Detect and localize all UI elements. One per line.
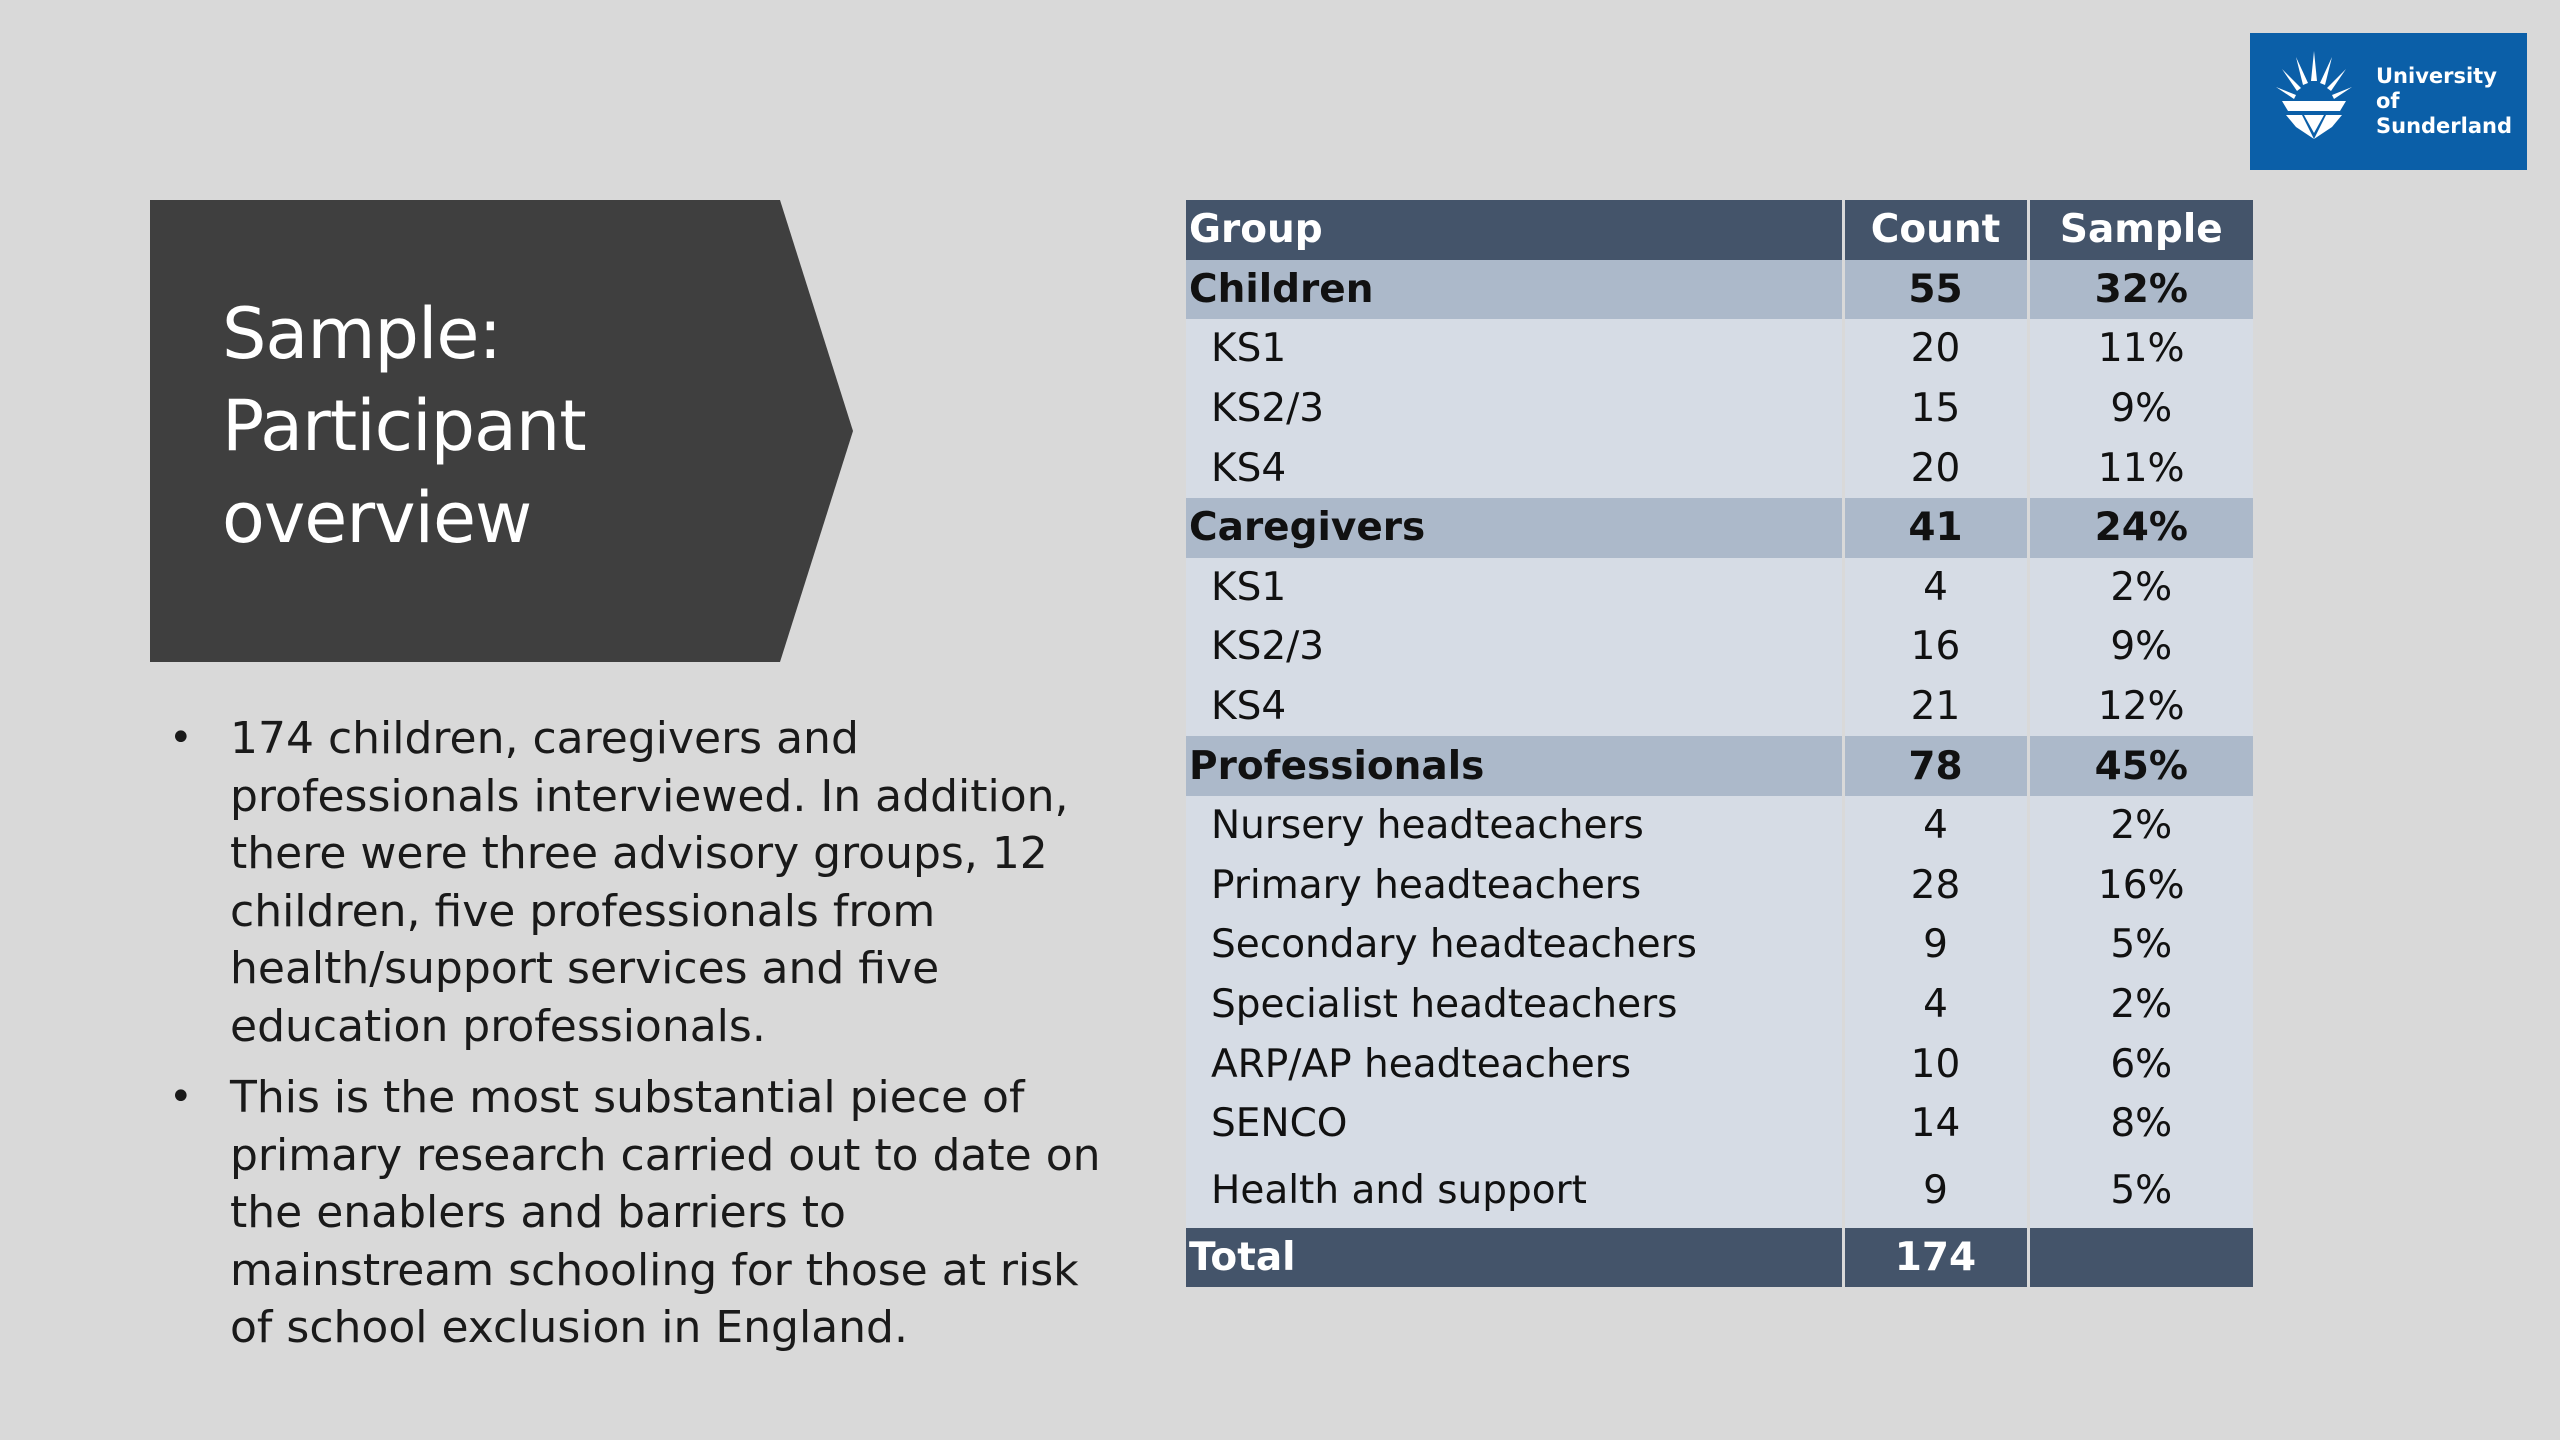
table-row: Caregivers 41 24% <box>1186 497 2253 558</box>
header-group: Group <box>1186 200 1843 260</box>
row-name: ARP/AP headteachers <box>1186 1034 1843 1094</box>
row-sample: 24% <box>2026 497 2253 558</box>
row-sample: 9% <box>2026 617 2253 677</box>
row-sample: 12% <box>2026 676 2253 737</box>
table-header-row: Group Count Sample <box>1186 200 2253 260</box>
row-count: 16 <box>1841 617 2028 677</box>
bullet-text: 174 children, caregivers and professiona… <box>230 713 1069 1052</box>
participant-table-wrapper: Group Count Sample Children 55 32% KS1 2… <box>1186 200 2253 1288</box>
row-count: 41 <box>1841 497 2028 558</box>
table-row: KS1 20 11% <box>1186 319 2253 379</box>
row-name: Caregivers <box>1186 497 1843 558</box>
row-sample: 2% <box>2026 974 2253 1035</box>
row-sample: 16% <box>2026 855 2253 916</box>
row-sample: 8% <box>2026 1093 2253 1154</box>
logo-line-1: University of <box>2376 64 2497 113</box>
row-count: 9 <box>1841 1153 2028 1228</box>
row-sample: 2% <box>2026 795 2253 856</box>
table-row: Secondary headteachers 9 5% <box>1186 915 2253 975</box>
table-row: KS2/3 15 9% <box>1186 378 2253 439</box>
row-name: Primary headteachers <box>1186 855 1843 916</box>
header-count: Count <box>1841 200 2028 260</box>
row-name: KS2/3 <box>1186 617 1843 677</box>
row-sample: 2% <box>2026 557 2253 618</box>
bullet-dot-icon: • <box>169 715 193 761</box>
row-sample: 6% <box>2026 1034 2253 1094</box>
table-row: Specialist headteachers 4 2% <box>1186 974 2253 1035</box>
slide-title: Sample: Participant overview <box>222 288 742 564</box>
table-row: KS4 21 12% <box>1186 676 2253 737</box>
row-count: 28 <box>1841 855 2028 916</box>
row-name: KS1 <box>1186 319 1843 379</box>
row-count: 78 <box>1841 736 2028 796</box>
row-count: 55 <box>1841 259 2028 320</box>
bullet-text: This is the most substantial piece of pr… <box>230 1072 1101 1353</box>
bullet-list: • 174 children, caregivers and professio… <box>165 710 1105 1371</box>
logo-wordmark: University of Sunderland <box>2376 64 2527 139</box>
row-count: 20 <box>1841 319 2028 379</box>
bullet-dot-icon: • <box>169 1074 193 1120</box>
row-name: Nursery headteachers <box>1186 795 1843 856</box>
row-count: 15 <box>1841 378 2028 439</box>
table-total-row: Total 174 <box>1186 1227 2253 1288</box>
row-sample: 5% <box>2026 915 2253 975</box>
row-count: 21 <box>1841 676 2028 737</box>
row-name: Children <box>1186 259 1843 320</box>
row-name: KS4 <box>1186 676 1843 737</box>
row-name: Professionals <box>1186 736 1843 796</box>
row-sample: 45% <box>2026 736 2253 796</box>
bullet-item: • 174 children, caregivers and professio… <box>165 710 1105 1055</box>
title-line-1: Sample: <box>222 293 502 375</box>
row-count: 14 <box>1841 1093 2028 1154</box>
university-logo: University of Sunderland <box>2250 33 2527 170</box>
title-chevron-shape <box>150 200 853 662</box>
row-name: Secondary headteachers <box>1186 915 1843 975</box>
row-sample: 32% <box>2026 259 2253 320</box>
row-count: 4 <box>1841 557 2028 618</box>
row-count: 20 <box>1841 438 2028 498</box>
row-sample: 11% <box>2026 438 2253 498</box>
logo-line-2: Sunderland <box>2376 114 2513 138</box>
title-line-3: overview <box>222 477 532 559</box>
row-count: 4 <box>1841 974 2028 1035</box>
row-count: 10 <box>1841 1034 2028 1094</box>
row-sample: 5% <box>2026 1153 2253 1228</box>
row-sample: 11% <box>2026 319 2253 379</box>
table-row: Health and support 9 5% <box>1186 1153 2253 1228</box>
row-count: 9 <box>1841 915 2028 975</box>
row-name: SENCO <box>1186 1093 1843 1154</box>
row-sample: 9% <box>2026 378 2253 439</box>
row-name: KS4 <box>1186 438 1843 498</box>
table-row: ARP/AP headteachers 10 6% <box>1186 1034 2253 1094</box>
table-row: Children 55 32% <box>1186 259 2253 320</box>
total-label: Total <box>1186 1227 1843 1288</box>
total-count: 174 <box>1841 1227 2028 1288</box>
total-sample <box>2026 1227 2253 1288</box>
sunburst-shield-icon <box>2276 50 2352 139</box>
row-name: Health and support <box>1186 1153 1843 1228</box>
table-body: Children 55 32% KS1 20 11% KS2/3 15 9% K… <box>1186 259 2253 1288</box>
title-line-2: Participant <box>222 385 587 467</box>
row-name: Specialist headteachers <box>1186 974 1843 1035</box>
table-row: KS1 4 2% <box>1186 557 2253 618</box>
row-count: 4 <box>1841 795 2028 856</box>
table-row: Primary headteachers 28 16% <box>1186 855 2253 916</box>
header-sample: Sample <box>2026 200 2253 260</box>
table-row: KS2/3 16 9% <box>1186 617 2253 677</box>
table-row: KS4 20 11% <box>1186 438 2253 498</box>
row-name: KS1 <box>1186 557 1843 618</box>
participant-table: Group Count Sample Children 55 32% KS1 2… <box>1186 200 2253 1288</box>
table-row: Nursery headteachers 4 2% <box>1186 795 2253 856</box>
table-row: SENCO 14 8% <box>1186 1093 2253 1154</box>
row-name: KS2/3 <box>1186 378 1843 439</box>
bullet-item: • This is the most substantial piece of … <box>165 1069 1105 1357</box>
table-row: Professionals 78 45% <box>1186 736 2253 796</box>
